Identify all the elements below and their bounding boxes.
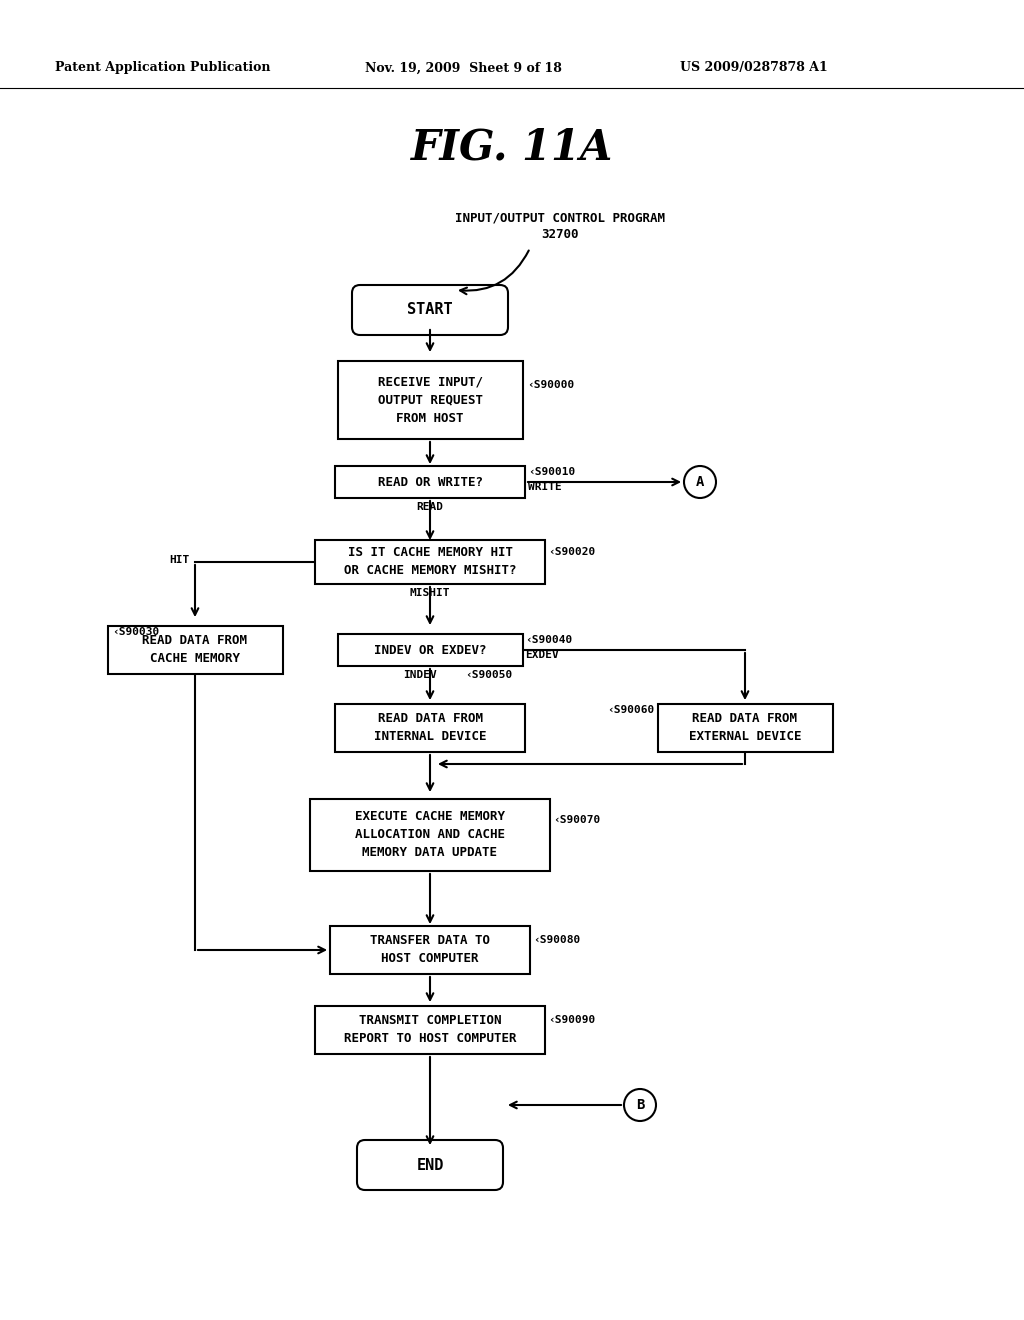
Text: INDEV: INDEV [403,671,437,680]
Text: 32700: 32700 [542,227,579,240]
Text: TRANSFER DATA TO
HOST COMPUTER: TRANSFER DATA TO HOST COMPUTER [370,935,490,965]
Text: A: A [696,475,705,488]
Text: ‹S90000: ‹S90000 [527,380,574,389]
Text: Patent Application Publication: Patent Application Publication [55,62,270,74]
Text: INPUT/OUTPUT CONTROL PROGRAM: INPUT/OUTPUT CONTROL PROGRAM [455,211,665,224]
Text: MISHIT: MISHIT [410,587,451,598]
Text: READ: READ [417,502,443,512]
Text: ‹S90040: ‹S90040 [525,635,572,645]
Text: FIG. 11A: FIG. 11A [411,127,613,169]
Text: ‹S90060: ‹S90060 [607,705,654,715]
Text: ‹S90010: ‹S90010 [528,467,575,477]
Text: ‹S90090: ‹S90090 [548,1015,595,1026]
Bar [338,634,522,667]
FancyBboxPatch shape [352,285,508,335]
Text: RECEIVE INPUT/
OUTPUT REQUEST
FROM HOST: RECEIVE INPUT/ OUTPUT REQUEST FROM HOST [378,375,482,425]
Text: READ OR WRITE?: READ OR WRITE? [378,475,482,488]
Text: TRANSMIT COMPLETION
REPORT TO HOST COMPUTER: TRANSMIT COMPLETION REPORT TO HOST COMPU… [344,1015,516,1045]
Text: INDEV OR EXDEV?: INDEV OR EXDEV? [374,644,486,656]
Text: READ DATA FROM
INTERNAL DEVICE: READ DATA FROM INTERNAL DEVICE [374,713,486,743]
Bar [315,1006,545,1053]
Bar [108,626,283,675]
Bar [310,799,550,871]
Text: Nov. 19, 2009  Sheet 9 of 18: Nov. 19, 2009 Sheet 9 of 18 [365,62,562,74]
Bar [338,360,522,440]
Text: US 2009/0287878 A1: US 2009/0287878 A1 [680,62,827,74]
Text: ‹S90020: ‹S90020 [548,546,595,557]
FancyBboxPatch shape [357,1140,503,1191]
Text: ‹S90070: ‹S90070 [553,814,600,825]
Text: WRITE: WRITE [528,482,562,492]
Bar [330,927,530,974]
Text: START: START [408,302,453,318]
Bar [315,540,545,583]
Text: B: B [636,1098,644,1111]
Text: HIT: HIT [170,554,190,565]
Text: IS IT CACHE MEMORY HIT
OR CACHE MEMORY MISHIT?: IS IT CACHE MEMORY HIT OR CACHE MEMORY M… [344,546,516,578]
Bar [657,704,833,752]
Bar [335,466,525,498]
Text: READ DATA FROM
CACHE MEMORY: READ DATA FROM CACHE MEMORY [142,635,248,665]
Text: ‹S90030: ‹S90030 [113,627,160,638]
Text: ‹S90080: ‹S90080 [534,935,581,945]
Text: READ DATA FROM
EXTERNAL DEVICE: READ DATA FROM EXTERNAL DEVICE [689,713,801,743]
Bar [335,704,525,752]
Text: EXECUTE CACHE MEMORY
ALLOCATION AND CACHE
MEMORY DATA UPDATE: EXECUTE CACHE MEMORY ALLOCATION AND CACH… [355,810,505,859]
Text: ‹S90050: ‹S90050 [465,671,512,680]
Text: END: END [417,1158,443,1172]
Text: EXDEV: EXDEV [525,649,559,660]
